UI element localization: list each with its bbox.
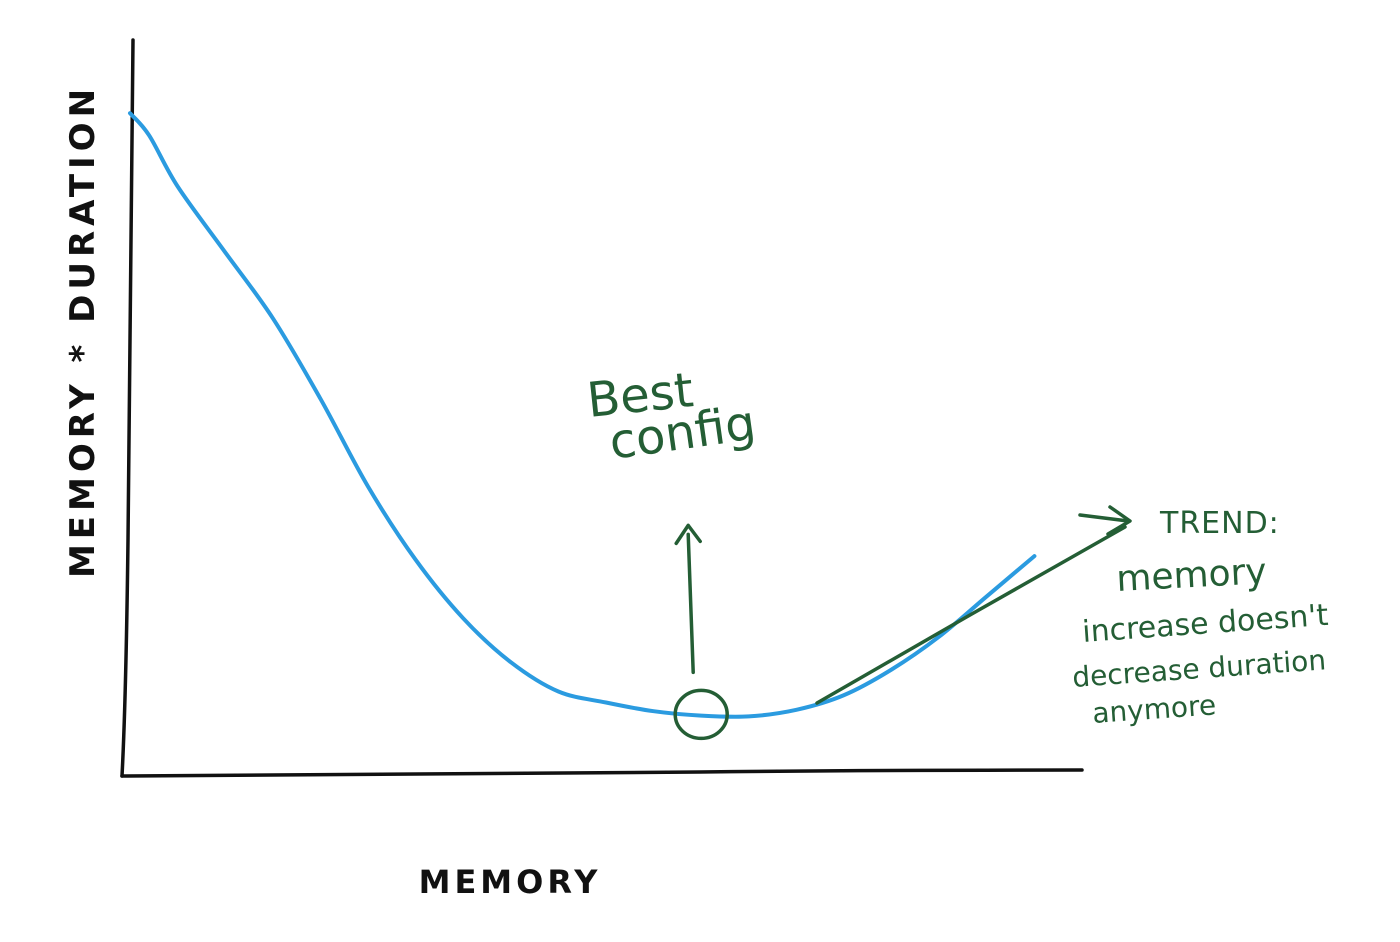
trend-line [815,525,1127,705]
x-axis [120,768,1084,778]
trend-label-line-1: TREND: [1159,506,1280,541]
series-line [128,111,1037,719]
trend-label-line-4: decrease duration [1071,643,1327,694]
y-axis-label: MEMORY * DURATION [63,84,103,578]
trend-label-line-3: increase doesn't [1081,598,1330,650]
trend-arrow [1078,513,1130,523]
best-config-arrow [686,532,695,675]
x-axis-label: MEMORY [419,863,602,901]
best-config-label-line-1: Best [584,362,696,429]
best-config-marker [673,688,729,741]
trend-label-line-5: anymore [1091,688,1217,730]
trend-label-line-2: memory [1115,551,1267,600]
y-axis [120,38,135,778]
trend-arrowhead [1106,505,1132,536]
best-config-arrowhead [674,523,702,546]
